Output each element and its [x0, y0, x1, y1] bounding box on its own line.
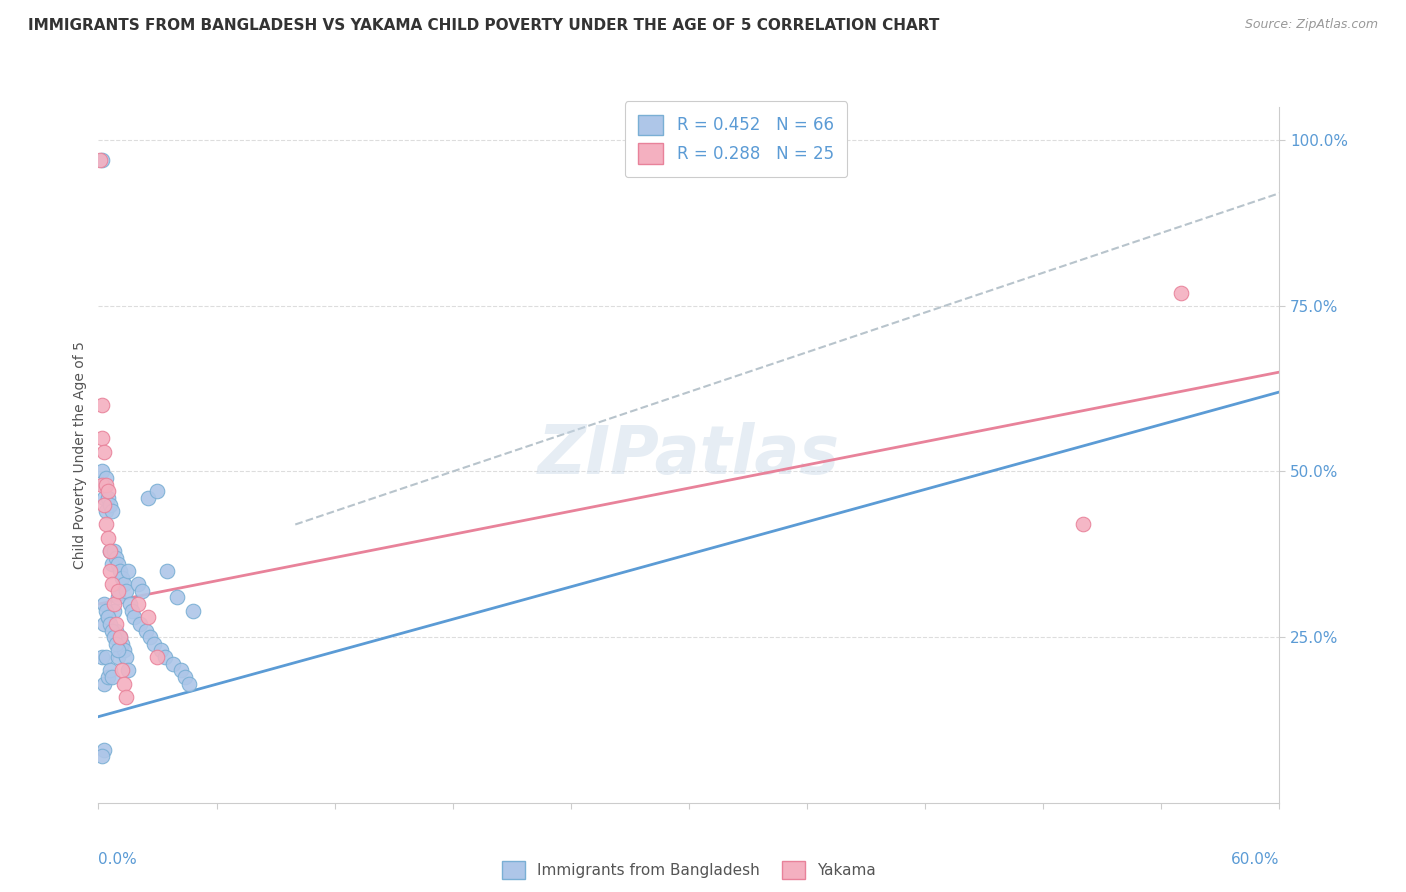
Point: [107, 583, 129, 598]
Point: [96, 650, 118, 665]
Point: [97, 484, 120, 499]
Legend: Immigrants from Bangladesh, Yakama: Immigrants from Bangladesh, Yakama: [495, 855, 883, 886]
Point: [146, 484, 169, 499]
Point: [101, 624, 124, 638]
Point: [177, 676, 200, 690]
Point: [101, 670, 124, 684]
Point: [127, 597, 149, 611]
Point: [108, 630, 131, 644]
Point: [162, 657, 184, 671]
Point: [142, 637, 165, 651]
Point: [91, 431, 114, 445]
Point: [107, 643, 129, 657]
Text: IMMIGRANTS FROM BANGLADESH VS YAKAMA CHILD POVERTY UNDER THE AGE OF 5 CORRELATIO: IMMIGRANTS FROM BANGLADESH VS YAKAMA CHI…: [28, 18, 939, 33]
Point: [112, 577, 135, 591]
Point: [103, 597, 125, 611]
Point: [166, 591, 188, 605]
Point: [112, 643, 135, 657]
Text: 60.0%: 60.0%: [1232, 852, 1279, 866]
Point: [93, 616, 115, 631]
Point: [96, 517, 118, 532]
Point: [91, 465, 114, 479]
Point: [91, 650, 114, 665]
Point: [93, 743, 115, 757]
Point: [103, 630, 125, 644]
Point: [117, 663, 139, 677]
Point: [98, 544, 121, 558]
Point: [131, 583, 153, 598]
Point: [96, 604, 118, 618]
Point: [105, 616, 128, 631]
Point: [107, 591, 129, 605]
Y-axis label: Child Poverty Under the Age of 5: Child Poverty Under the Age of 5: [73, 341, 87, 569]
Point: [103, 544, 125, 558]
Point: [115, 650, 138, 665]
Point: [98, 616, 121, 631]
Point: [91, 398, 114, 412]
Point: [101, 577, 124, 591]
Text: ZIPatlas: ZIPatlas: [538, 422, 839, 488]
Point: [107, 650, 129, 665]
Point: [97, 531, 120, 545]
Point: [96, 504, 118, 518]
Point: [103, 604, 125, 618]
Point: [93, 676, 115, 690]
Point: [1170, 285, 1192, 300]
Point: [93, 498, 115, 512]
Point: [127, 577, 149, 591]
Point: [138, 630, 160, 644]
Text: Source: ZipAtlas.com: Source: ZipAtlas.com: [1244, 18, 1378, 31]
Point: [156, 564, 179, 578]
Point: [136, 491, 159, 505]
Point: [98, 564, 121, 578]
Text: 0.0%: 0.0%: [98, 852, 138, 866]
Point: [101, 558, 124, 572]
Point: [93, 477, 115, 491]
Point: [111, 570, 134, 584]
Point: [146, 650, 169, 665]
Point: [96, 477, 118, 491]
Point: [122, 610, 145, 624]
Point: [108, 630, 131, 644]
Point: [91, 153, 114, 167]
Point: [115, 690, 138, 704]
Point: [105, 624, 128, 638]
Point: [98, 544, 121, 558]
Point: [128, 616, 150, 631]
Point: [115, 583, 138, 598]
Point: [93, 597, 115, 611]
Point: [89, 153, 111, 167]
Point: [101, 504, 124, 518]
Point: [105, 637, 128, 651]
Point: [170, 663, 193, 677]
Point: [112, 676, 135, 690]
Point: [96, 471, 118, 485]
Point: [93, 444, 115, 458]
Point: [98, 663, 121, 677]
Point: [111, 637, 134, 651]
Point: [1071, 517, 1094, 532]
Point: [121, 604, 143, 618]
Point: [181, 604, 204, 618]
Point: [111, 663, 134, 677]
Point: [97, 610, 120, 624]
Point: [93, 491, 115, 505]
Point: [105, 550, 128, 565]
Point: [135, 624, 157, 638]
Point: [97, 610, 120, 624]
Point: [108, 564, 131, 578]
Point: [150, 643, 173, 657]
Point: [174, 670, 197, 684]
Point: [107, 558, 129, 572]
Point: [136, 610, 159, 624]
Point: [155, 650, 177, 665]
Point: [91, 749, 114, 764]
Point: [91, 477, 114, 491]
Point: [118, 597, 141, 611]
Point: [117, 564, 139, 578]
Point: [97, 670, 120, 684]
Point: [97, 491, 120, 505]
Point: [98, 498, 121, 512]
